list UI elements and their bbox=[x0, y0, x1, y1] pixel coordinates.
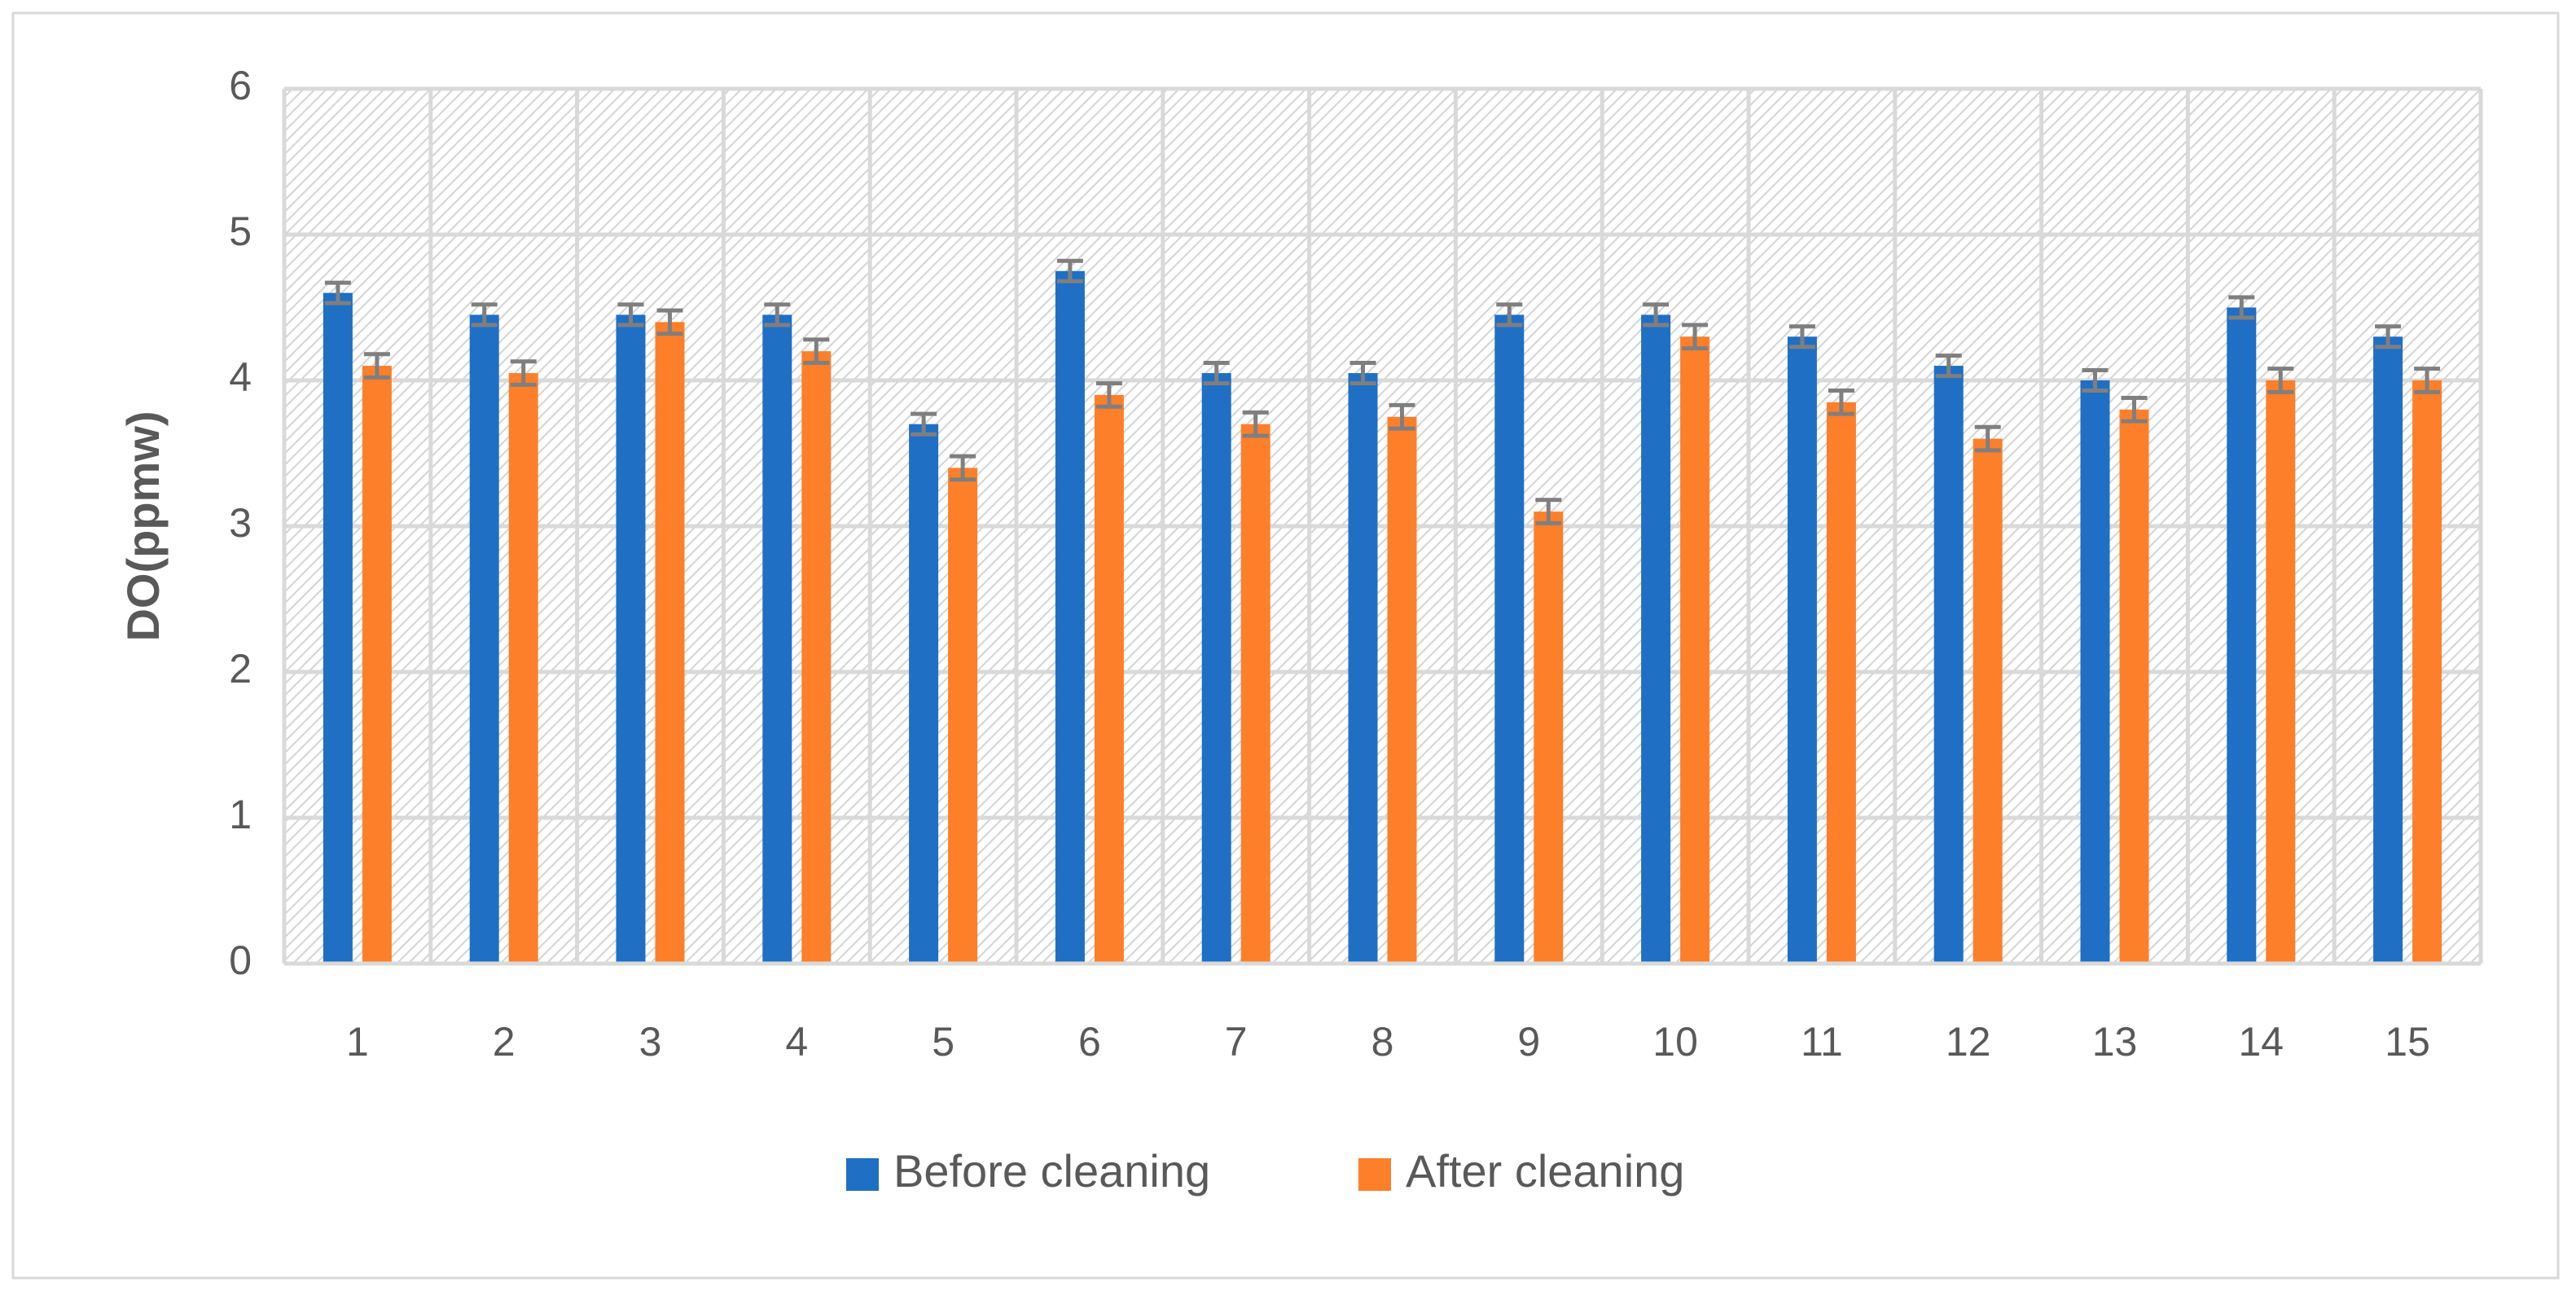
bar bbox=[655, 322, 685, 964]
bar bbox=[1641, 314, 1671, 964]
x-tick-label: 9 bbox=[1517, 1019, 1540, 1065]
bar bbox=[948, 468, 978, 964]
bar bbox=[323, 292, 353, 964]
bar bbox=[1240, 424, 1270, 964]
x-tick-label: 13 bbox=[2092, 1019, 2138, 1065]
bar bbox=[1933, 366, 1964, 964]
x-tick-label: 12 bbox=[1946, 1019, 1991, 1065]
x-tick-label: 4 bbox=[785, 1019, 808, 1065]
y-tick-label: 0 bbox=[229, 938, 252, 983]
x-tick-label: 8 bbox=[1371, 1019, 1394, 1065]
x-tick-label: 10 bbox=[1652, 1019, 1698, 1065]
legend-swatch bbox=[1358, 1158, 1391, 1191]
x-tick-label: 15 bbox=[2385, 1019, 2430, 1065]
legend-label: After cleaning bbox=[1406, 1145, 1684, 1197]
bar bbox=[2227, 307, 2257, 964]
y-axis-label: DO(ppmw) bbox=[117, 411, 169, 641]
y-tick-label: 6 bbox=[229, 63, 252, 108]
bar bbox=[1534, 512, 1564, 964]
y-tick-label: 3 bbox=[229, 500, 252, 546]
bar bbox=[1348, 373, 1378, 964]
x-tick-label: 7 bbox=[1225, 1019, 1248, 1065]
bar bbox=[2266, 380, 2296, 964]
x-tick-label: 11 bbox=[1801, 1019, 1843, 1065]
bar bbox=[508, 373, 538, 964]
bar bbox=[1494, 314, 1525, 964]
x-tick-label: 2 bbox=[493, 1019, 516, 1065]
bar bbox=[1973, 438, 2003, 964]
bar bbox=[469, 314, 499, 964]
y-tick-label: 2 bbox=[229, 646, 252, 692]
y-tick-label: 5 bbox=[229, 209, 252, 254]
x-tick-label: 5 bbox=[932, 1019, 954, 1065]
x-tick-label: 14 bbox=[2238, 1019, 2284, 1065]
x-tick-label: 1 bbox=[346, 1019, 369, 1065]
bar bbox=[1201, 373, 1231, 964]
bar bbox=[801, 351, 832, 964]
x-tick-label: 3 bbox=[639, 1019, 662, 1065]
bar bbox=[1787, 336, 1817, 964]
bar bbox=[1094, 394, 1124, 964]
y-tick-label: 1 bbox=[229, 792, 252, 837]
bar bbox=[2119, 409, 2149, 964]
bar bbox=[2373, 336, 2403, 964]
y-tick-label: 4 bbox=[229, 354, 252, 400]
bar bbox=[2412, 380, 2442, 964]
legend-swatch bbox=[846, 1158, 879, 1191]
legend-label: Before cleaning bbox=[893, 1145, 1210, 1197]
bar bbox=[762, 314, 792, 964]
bar bbox=[616, 314, 646, 964]
bar bbox=[1387, 416, 1417, 964]
bar bbox=[362, 366, 392, 964]
bar bbox=[1826, 402, 1856, 964]
bar bbox=[1680, 336, 1710, 964]
bar bbox=[1055, 270, 1085, 964]
x-tick-label: 6 bbox=[1078, 1019, 1101, 1065]
bar bbox=[2080, 380, 2110, 964]
bar bbox=[909, 424, 939, 964]
